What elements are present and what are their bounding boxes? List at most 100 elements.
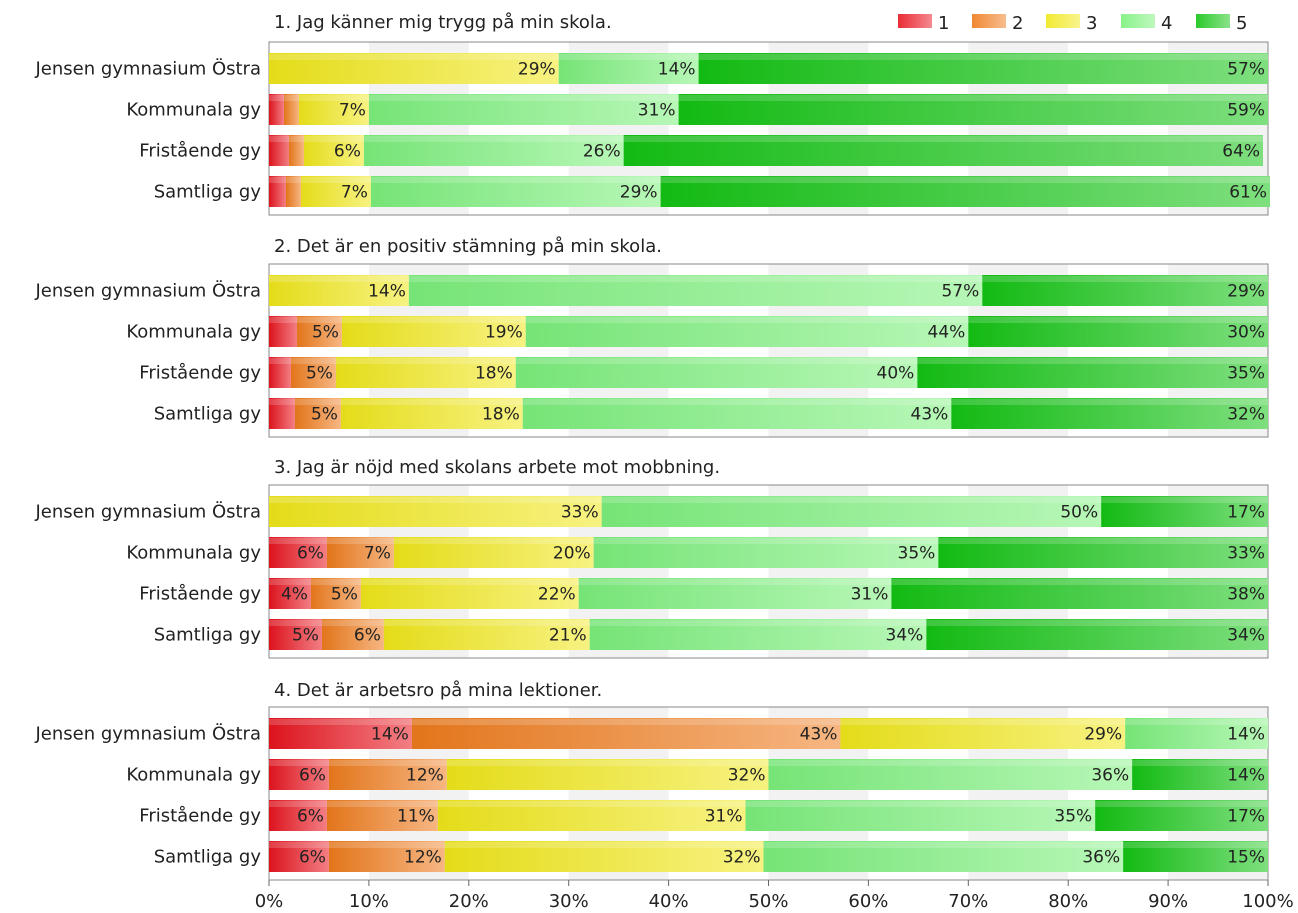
bar-highlight (269, 760, 329, 766)
bar-segment-4 (363, 135, 624, 166)
panel-frame (268, 41, 1269, 216)
bar-segment-4 (515, 357, 918, 388)
bar-segment-5 (938, 537, 1268, 568)
category-label: Fristående gy (139, 363, 261, 384)
bar-segment-1 (269, 94, 284, 125)
panel-2: 2. Det är en positiv stämning på min sko… (34, 236, 1269, 438)
category-label: Fristående gy (139, 806, 261, 827)
value-label: 5% (312, 323, 339, 343)
bar-highlight (525, 317, 969, 323)
bar-segment-4 (370, 176, 661, 207)
bar-highlight (926, 620, 1268, 626)
bar-segment-2 (288, 135, 304, 166)
bar-highlight (298, 95, 369, 101)
bar-segment-2 (294, 398, 341, 429)
bar-highlight (283, 95, 299, 101)
category-label: Jensen gymnasium Östra (34, 58, 261, 80)
value-label: 12% (404, 848, 442, 868)
bar-highlight (558, 54, 699, 60)
value-label: 34% (886, 626, 924, 646)
bar-highlight (383, 620, 590, 626)
value-label: 12% (406, 766, 444, 786)
bar-highlight (303, 136, 364, 142)
category-label: Jensen gymnasium Östra (34, 723, 261, 745)
bar-highlight (522, 399, 952, 405)
panel-3: 3. Jag är nöjd med skolans arbete mot mo… (34, 457, 1269, 659)
bar-segment-1 (269, 176, 286, 207)
bar-highlight (368, 95, 679, 101)
bar-highlight (296, 317, 342, 323)
value-label: 4% (281, 585, 308, 605)
bar-highlight (294, 399, 341, 405)
bar-segment-5 (968, 316, 1268, 347)
panel-title: 2. Det är en positiv stämning på min sko… (274, 236, 662, 257)
bar-highlight (363, 136, 624, 142)
value-label: 21% (549, 626, 587, 646)
bar-highlight (437, 801, 746, 807)
bar-highlight (269, 177, 286, 183)
bar-segment-4 (408, 275, 983, 306)
bar-highlight (328, 842, 445, 848)
bar-segment-5 (917, 357, 1268, 388)
x-axis: 0% 10% 20% 30% 40% 50% 60% 70% 80% 90% 100% (255, 880, 1294, 912)
bar-segment-3 (300, 176, 371, 207)
category-label: Kommunala gy (126, 322, 261, 343)
value-label: 11% (397, 807, 435, 827)
value-label: 31% (638, 101, 676, 121)
bar-segment-1 (269, 800, 327, 831)
bar-segment-4 (763, 841, 1124, 872)
legend-label: 1 (938, 13, 949, 34)
bar-highlight (310, 579, 361, 585)
value-label: 29% (620, 183, 658, 203)
bar-highlight (269, 95, 284, 101)
value-label: 5% (306, 364, 333, 384)
bar-segment-4 (768, 759, 1133, 790)
value-label: 34% (1227, 626, 1265, 646)
value-label: 6% (299, 766, 326, 786)
panel-4: 4. Det är arbetsro på mina lektioner. Jen… (34, 680, 1269, 881)
x-tick-label: 80% (1048, 891, 1088, 912)
category-label: Jensen gymnasium Östra (34, 501, 261, 523)
value-label: 7% (339, 101, 366, 121)
bar-highlight (321, 620, 384, 626)
legend-label: 3 (1086, 13, 1097, 34)
value-label: 35% (1054, 807, 1092, 827)
value-label: 5% (311, 405, 338, 425)
panel-title: 3. Jag är nöjd med skolans arbete mot mo… (274, 457, 720, 478)
bar-highlight (269, 317, 297, 323)
value-label: 40% (877, 364, 915, 384)
category-label: Samtliga gy (154, 404, 262, 425)
x-tick-label: 0% (255, 891, 284, 912)
bar-segment-3 (383, 619, 590, 650)
category-label: Samtliga gy (154, 625, 262, 646)
bar-segment-3 (269, 496, 602, 527)
bar-segment-5 (1123, 841, 1268, 872)
value-label: 50% (1060, 503, 1098, 523)
x-tick-label: 10% (349, 891, 389, 912)
value-label: 32% (723, 848, 761, 868)
bar-highlight (1101, 497, 1268, 503)
x-tick-label: 20% (449, 891, 489, 912)
panel-frame (268, 484, 1269, 659)
category-label: Kommunala gy (126, 543, 261, 564)
bar-highlight (269, 801, 327, 807)
bar-segment-1 (269, 759, 329, 790)
value-label: 36% (1082, 848, 1120, 868)
category-label: Fristående gy (139, 584, 261, 605)
value-label: 31% (851, 585, 889, 605)
value-label: 17% (1227, 807, 1265, 827)
bar-highlight (340, 399, 523, 405)
bar-highlight (660, 177, 1270, 183)
bar-highlight (623, 136, 1264, 142)
bar-highlight (1125, 719, 1268, 725)
bar-highlight (269, 579, 311, 585)
legend-swatch (1121, 14, 1155, 28)
value-label: 6% (297, 544, 324, 564)
category-label: Kommunala gy (126, 100, 261, 121)
bar-highlight (444, 842, 764, 848)
bar-segment-5 (1101, 496, 1268, 527)
bar-highlight (393, 538, 594, 544)
legend-swatch (972, 14, 1006, 28)
value-label: 14% (1227, 725, 1265, 745)
